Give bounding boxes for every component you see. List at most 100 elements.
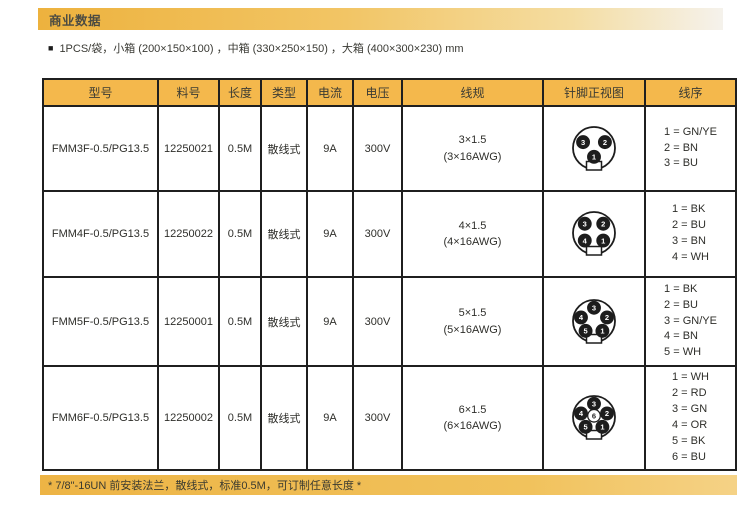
cell-part-no: 12250002 (157, 365, 220, 471)
wire-gauge-metric: 5×1.5 (458, 307, 487, 319)
table-row: FMM4F-0.5/PG13.5 12250022 0.5M 散线式 9A 30… (42, 190, 737, 278)
col-header-wire-order: 线序 (644, 78, 737, 107)
footnote-bar: * 7/8"-16UN 前安装法兰，散线式，标准0.5M，可订制任意长度 * (40, 475, 737, 495)
cell-current: 9A (306, 190, 354, 278)
wire-order-line: 2 = RD (672, 387, 707, 400)
col-header-type: 类型 (260, 78, 308, 107)
cell-wire-gauge: 4×1.5 (4×16AWG) (401, 190, 544, 278)
cell-voltage: 300V (352, 105, 403, 192)
pin-front-view-icon: 34 2 5 1 (572, 298, 616, 344)
packaging-note: ■ 1PCS/袋，小箱 (200×150×100) ，中箱 (330×250×1… (48, 40, 464, 56)
wire-gauge-metric: 4×1.5 (458, 219, 487, 232)
packaging-note-text: 1PCS/袋，小箱 (200×150×100) ，中箱 (330×250×150… (59, 43, 464, 55)
table-row: FMM3F-0.5/PG13.5 12250021 0.5M 散线式 9A 30… (42, 105, 737, 192)
svg-text:2: 2 (605, 313, 609, 322)
col-header-pin-view: 针脚正视图 (542, 78, 646, 107)
col-header-wire-gauge: 线规 (401, 78, 544, 107)
svg-text:5: 5 (584, 423, 588, 432)
svg-text:1: 1 (601, 236, 605, 245)
col-header-model: 型号 (42, 78, 159, 107)
pin-front-view-icon: 34 25 16 (572, 395, 616, 440)
svg-text:4: 4 (579, 313, 584, 322)
svg-text:3: 3 (592, 399, 596, 408)
wire-order-line: 1 = BK (672, 203, 706, 216)
table-row: FMM5F-0.5/PG13.5 12250001 0.5M 散线式 9A 30… (42, 276, 737, 367)
cell-wire-gauge: 3×1.5 (3×16AWG) (401, 105, 544, 192)
table-row: FMM6F-0.5/PG13.5 12250002 0.5M 散线式 9A 30… (42, 365, 737, 471)
cell-type: 散线式 (260, 365, 308, 471)
wire-order-line: 2 = BU (664, 298, 698, 311)
wire-order-list: 1 = BK 2 = BU 3 = GN/YE 4 = BN 5 = WH (664, 282, 717, 362)
wire-order-line: 3 = BU (664, 157, 698, 170)
cell-model: FMM4F-0.5/PG13.5 (42, 190, 159, 278)
svg-text:3: 3 (581, 137, 585, 146)
wire-gauge-awg: (5×16AWG) (443, 323, 502, 336)
wire-gauge-awg: (3×16AWG) (443, 150, 502, 163)
wire-order-list: 1 = BK 2 = BU 3 = BN 4 = WH (672, 202, 709, 266)
svg-text:3: 3 (592, 303, 596, 312)
spec-table: 型号 料号 长度 类型 电流 电压 线规 针脚正视图 线序 FMM3F-0.5/… (42, 78, 737, 471)
cell-model: FMM6F-0.5/PG13.5 (42, 365, 159, 471)
wire-order-line: 3 = BN (672, 235, 706, 247)
cell-length: 0.5M (218, 190, 262, 278)
svg-text:2: 2 (601, 219, 605, 228)
svg-text:1: 1 (600, 423, 604, 432)
svg-text:1: 1 (600, 326, 604, 335)
cell-current: 9A (306, 105, 354, 192)
cell-type: 散线式 (260, 276, 308, 367)
col-header-current: 电流 (306, 78, 354, 107)
cell-voltage: 300V (352, 365, 403, 471)
wire-order-line: 4 = WH (672, 250, 709, 263)
wire-order-line: 4 = OR (672, 419, 708, 431)
cell-type: 散线式 (260, 190, 308, 278)
wire-gauge-awg: (4×16AWG) (443, 236, 502, 248)
svg-text:4: 4 (583, 236, 588, 245)
wire-order-line: 1 = BK (664, 282, 698, 295)
bullet-square-icon: ■ (48, 42, 54, 53)
svg-text:4: 4 (579, 409, 584, 418)
col-header-part-no: 料号 (157, 78, 220, 107)
table-header-row: 型号 料号 长度 类型 电流 电压 线规 针脚正视图 线序 (42, 78, 737, 107)
wire-gauge-metric: 6×1.5 (458, 403, 487, 416)
cell-wire-gauge: 5×1.5 (5×16AWG) (401, 276, 544, 367)
section-header-bar: 商业数据 (38, 8, 723, 30)
cell-part-no: 12250001 (157, 276, 220, 367)
wire-order-line: 2 = BU (672, 219, 706, 232)
pin-front-view-icon: 3 2 4 1 (572, 211, 616, 256)
svg-text:1: 1 (592, 152, 596, 161)
wire-order-list: 1 = WH 2 = RD 3 = GN 4 = OR 5 = BK 6 = B… (672, 370, 709, 466)
cell-part-no: 12250022 (157, 190, 220, 278)
wire-order-line: 4 = BN (664, 330, 698, 343)
svg-text:3: 3 (583, 219, 587, 228)
cell-wire-gauge: 6×1.5 (6×16AWG) (401, 365, 544, 471)
wire-order-line: 1 = GN/YE (664, 125, 717, 138)
cell-wire-order: 1 = BK 2 = BU 3 = BN 4 = WH (644, 190, 737, 278)
cell-current: 9A (306, 276, 354, 367)
cell-part-no: 12250021 (157, 105, 220, 192)
cell-voltage: 300V (352, 190, 403, 278)
cell-wire-order: 1 = GN/YE 2 = BN 3 = BU (644, 105, 737, 192)
svg-text:2: 2 (605, 409, 609, 418)
cell-current: 9A (306, 365, 354, 471)
svg-text:2: 2 (603, 137, 607, 146)
wire-order-line: 5 = WH (664, 346, 702, 359)
cell-wire-order: 1 = BK 2 = BU 3 = GN/YE 4 = BN 5 = WH (644, 276, 737, 367)
svg-text:5: 5 (584, 326, 588, 335)
pin-front-view-icon: 3 21 (572, 125, 616, 171)
col-header-voltage: 电压 (352, 78, 403, 107)
wire-order-list: 1 = GN/YE 2 = BN 3 = BU (664, 125, 717, 173)
cell-length: 0.5M (218, 105, 262, 192)
wire-order-line: 3 = GN/YE (664, 314, 717, 327)
cell-voltage: 300V (352, 276, 403, 367)
cell-model: FMM3F-0.5/PG13.5 (42, 105, 159, 192)
cell-pin-diagram: 3 2 4 1 (542, 190, 646, 278)
cell-length: 0.5M (218, 276, 262, 367)
wire-order-line: 2 = BN (664, 141, 698, 154)
wire-order-line: 6 = BU (672, 450, 706, 463)
cell-length: 0.5M (218, 365, 262, 471)
col-header-length: 长度 (218, 78, 262, 107)
wire-order-line: 1 = WH (672, 371, 709, 384)
